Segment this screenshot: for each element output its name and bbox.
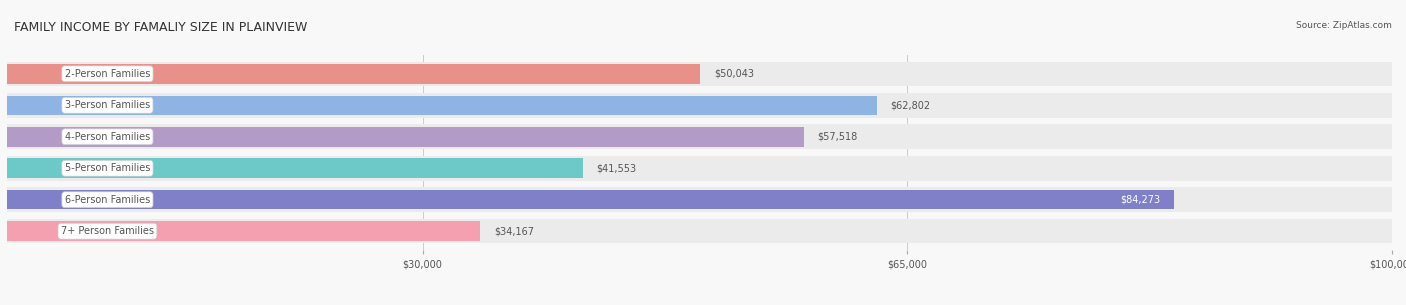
Text: FAMILY INCOME BY FAMALIY SIZE IN PLAINVIEW: FAMILY INCOME BY FAMALIY SIZE IN PLAINVI… <box>14 21 308 34</box>
Bar <box>7 188 1392 212</box>
Bar <box>7 190 1174 210</box>
Bar <box>7 124 1392 149</box>
Text: 3-Person Families: 3-Person Families <box>65 100 150 110</box>
Text: $62,802: $62,802 <box>890 100 931 110</box>
Text: $50,043: $50,043 <box>714 69 754 79</box>
Text: 2-Person Families: 2-Person Families <box>65 69 150 79</box>
Bar <box>7 219 1392 243</box>
Bar <box>7 159 582 178</box>
Bar <box>7 95 877 115</box>
Text: $57,518: $57,518 <box>817 132 858 142</box>
Bar <box>7 127 804 146</box>
Bar <box>7 64 700 84</box>
Text: 5-Person Families: 5-Person Families <box>65 163 150 173</box>
Text: $34,167: $34,167 <box>494 226 534 236</box>
Bar <box>7 221 481 241</box>
Text: Source: ZipAtlas.com: Source: ZipAtlas.com <box>1296 21 1392 30</box>
Bar <box>7 62 1392 86</box>
Bar <box>7 156 1392 181</box>
Text: $41,553: $41,553 <box>596 163 637 173</box>
Text: $84,273: $84,273 <box>1121 195 1160 205</box>
Text: 6-Person Families: 6-Person Families <box>65 195 150 205</box>
Text: 7+ Person Families: 7+ Person Families <box>60 226 153 236</box>
Bar <box>7 93 1392 117</box>
Text: 4-Person Families: 4-Person Families <box>65 132 150 142</box>
